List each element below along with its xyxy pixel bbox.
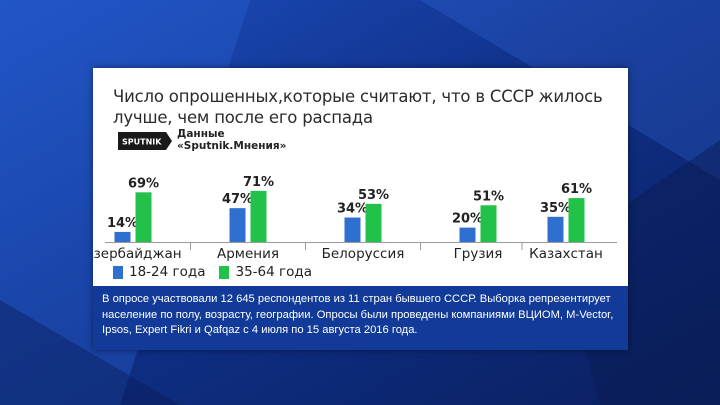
legend-item-35-64: 35-64 года xyxy=(219,264,312,280)
bar-35-64-2 xyxy=(365,203,382,242)
bar-35-64-4 xyxy=(568,198,585,242)
legend-label-35-64: 35-64 года xyxy=(235,264,312,280)
svg-text:SPUTNIK: SPUTNIK xyxy=(122,138,162,147)
source-line-1: Данные xyxy=(177,128,225,140)
category-label: Казахстан xyxy=(529,246,603,262)
data-label: 35% xyxy=(540,201,571,216)
legend-item-18-24: 18-24 года xyxy=(113,264,205,280)
data-label: 34% xyxy=(337,202,368,217)
bar-18-24-2 xyxy=(344,217,361,242)
bar-18-24-4 xyxy=(547,216,564,242)
data-label: 61% xyxy=(561,182,592,197)
infographic-card: Число опрошенных,которые считают, что в … xyxy=(93,68,628,350)
category-label: Белоруссия xyxy=(322,246,405,262)
legend-label-18-24: 18-24 года xyxy=(129,264,206,280)
bar-35-64-1 xyxy=(250,190,267,242)
sputnik-logo-icon: SPUTNIK xyxy=(118,132,172,150)
bar-35-64-0 xyxy=(135,192,152,242)
bar-18-24-0 xyxy=(114,231,131,242)
data-label: 20% xyxy=(452,212,483,227)
data-label: 51% xyxy=(473,189,504,204)
source-line-2: «Sputnik.Мнения» xyxy=(177,140,287,152)
bar-35-64-3 xyxy=(480,205,497,242)
survey-note: В опросе участвовали 12 645 респондентов… xyxy=(93,286,628,350)
data-label: 47% xyxy=(222,192,253,207)
data-label: 69% xyxy=(128,176,159,191)
chart-title: Число опрошенных,которые считают, что в … xyxy=(113,87,603,127)
bar-18-24-3 xyxy=(459,227,476,242)
legend-swatch-35-64 xyxy=(219,265,230,279)
category-label: Армения xyxy=(217,246,279,262)
category-label: Азербайджан xyxy=(93,246,182,262)
legend-swatch-18-24 xyxy=(113,265,123,279)
bar-chart: 14% 69% Азербайджан 47% 71% Армения 34%53% Бело… xyxy=(93,175,617,262)
data-label: 14% xyxy=(107,216,138,231)
data-label: 71% xyxy=(243,175,274,190)
data-label: 53% xyxy=(358,188,389,203)
bar-18-24-1 xyxy=(229,208,246,242)
data-source: Данные «Sputnik.Мнения» xyxy=(177,128,286,152)
category-label: Грузия xyxy=(454,246,503,262)
chart-legend: 18-24 года 35-64 года xyxy=(113,262,326,282)
